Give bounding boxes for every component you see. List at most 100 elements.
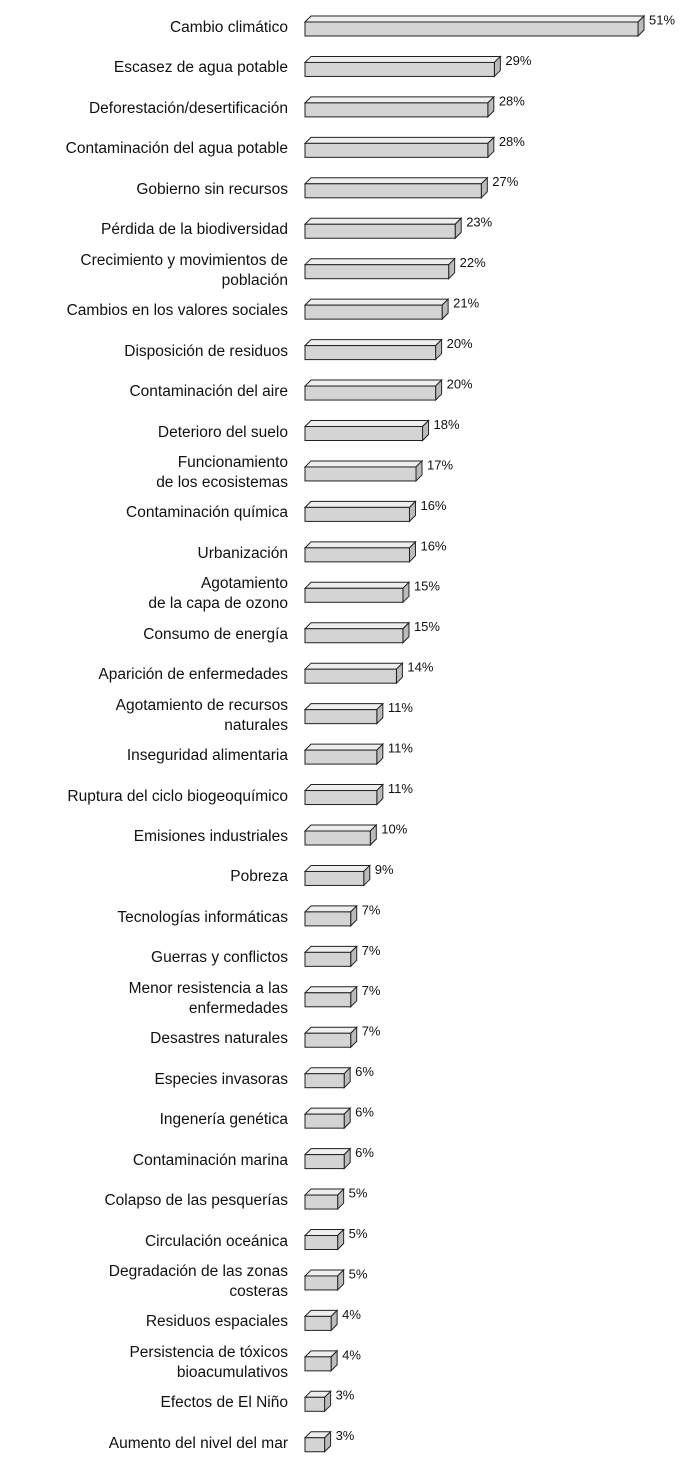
value-label: 4% <box>342 1347 361 1362</box>
bar <box>303 14 646 38</box>
bar <box>303 783 385 806</box>
bar <box>303 338 443 361</box>
bar-top <box>303 703 385 711</box>
bar <box>303 661 404 685</box>
bar-front <box>304 547 410 563</box>
category-label: Pobreza <box>230 868 288 886</box>
value-label: 29% <box>505 53 531 68</box>
bar <box>303 1026 358 1049</box>
value-label: 5% <box>349 1226 368 1241</box>
bar-front <box>304 1032 352 1048</box>
value-label: 28% <box>499 93 525 108</box>
bar-top <box>303 662 404 670</box>
category-label: Residuos espaciales <box>145 1313 288 1331</box>
bar-top <box>303 96 496 104</box>
bar-top <box>303 1148 352 1156</box>
value-label: 3% <box>336 1428 355 1443</box>
bar <box>303 945 358 968</box>
bar-top <box>303 1067 352 1075</box>
bar-front <box>304 183 482 199</box>
bar <box>303 459 424 483</box>
bar-front <box>304 1194 339 1210</box>
value-label: 11% <box>388 781 413 796</box>
bar-front <box>304 102 489 118</box>
bar-top <box>303 864 371 872</box>
category-label: Cambio climático <box>169 19 288 36</box>
bar-front <box>304 1154 345 1170</box>
category-label: Persistencia de tóxicos bioacumulativos <box>129 1343 288 1381</box>
bar-top <box>303 824 378 832</box>
value-label: 51% <box>649 12 675 27</box>
category-label: Inseguridad alimentaria <box>126 747 288 765</box>
bar-top <box>303 905 358 913</box>
category-label: Contaminación del aire <box>129 383 288 401</box>
category-label: Tecnologías informáticas <box>117 908 288 926</box>
bar-front <box>304 142 489 158</box>
category-label: Agotamiento de recursos naturales <box>115 696 288 734</box>
bar <box>303 1106 352 1130</box>
value-label: 21% <box>453 296 479 311</box>
bar-top <box>303 1026 358 1034</box>
bar <box>303 742 385 766</box>
category-label: Ruptura del ciclo biogeoquímico <box>67 787 288 805</box>
bar-front <box>304 1437 326 1453</box>
bar-top <box>303 784 385 792</box>
bar-front <box>304 506 410 522</box>
value-label: 5% <box>349 1185 368 1200</box>
bar-front <box>304 1275 339 1291</box>
bar <box>303 136 496 159</box>
value-label: 4% <box>342 1307 361 1322</box>
category-label: Colapso de las pesquerías <box>104 1192 288 1210</box>
bar <box>303 1309 339 1332</box>
bar <box>303 176 489 200</box>
bar-top <box>303 500 417 508</box>
value-label: 20% <box>447 376 473 391</box>
bar <box>303 985 358 1009</box>
bar-front <box>304 709 378 725</box>
bar <box>303 1187 345 1211</box>
bar <box>303 378 443 402</box>
bar-front <box>304 668 397 684</box>
category-label: Cambios en los valores sociales <box>66 302 288 320</box>
value-label: 23% <box>466 215 492 230</box>
value-label: 6% <box>355 1064 374 1079</box>
bar-front <box>304 385 437 401</box>
bar-top <box>303 581 411 589</box>
category-label: Deterioro del suelo <box>157 423 288 441</box>
bar-top <box>303 258 456 266</box>
bar <box>303 500 417 523</box>
category-label: Urbanización <box>197 544 288 562</box>
bar <box>303 621 411 644</box>
value-label: 11% <box>388 741 413 756</box>
value-label: 14% <box>407 660 433 675</box>
bar <box>303 1268 345 1292</box>
bar <box>303 581 411 604</box>
category-label: Menor resistencia a las enfermedades <box>128 979 288 1017</box>
value-label: 11% <box>388 700 413 715</box>
bar <box>303 297 450 321</box>
bar-front <box>304 1073 345 1089</box>
bar <box>303 1228 345 1251</box>
bar-front <box>304 1113 345 1129</box>
bar-front <box>304 992 352 1008</box>
bar-top <box>303 622 411 630</box>
category-label: Aparición de enfermedades <box>98 666 288 684</box>
category-label: Crecimiento y movimientos de población <box>80 251 288 289</box>
bar-front <box>304 426 424 441</box>
value-label: 9% <box>375 862 394 877</box>
value-label: 18% <box>434 417 460 432</box>
bar <box>303 864 371 887</box>
bar <box>303 55 502 78</box>
bar-front <box>304 264 450 280</box>
bar-top <box>303 460 424 468</box>
bar <box>303 1349 339 1373</box>
category-label: Escasez de agua potable <box>113 59 288 77</box>
category-label: Disposición de residuos <box>124 342 288 360</box>
category-label: Agotamiento de la capa de ozono <box>148 575 288 613</box>
bar-top <box>303 379 443 387</box>
value-label: 28% <box>499 134 525 149</box>
bar <box>303 1430 332 1453</box>
bar <box>303 1066 352 1089</box>
category-label: Contaminación química <box>126 504 288 522</box>
bar-front <box>304 587 404 603</box>
